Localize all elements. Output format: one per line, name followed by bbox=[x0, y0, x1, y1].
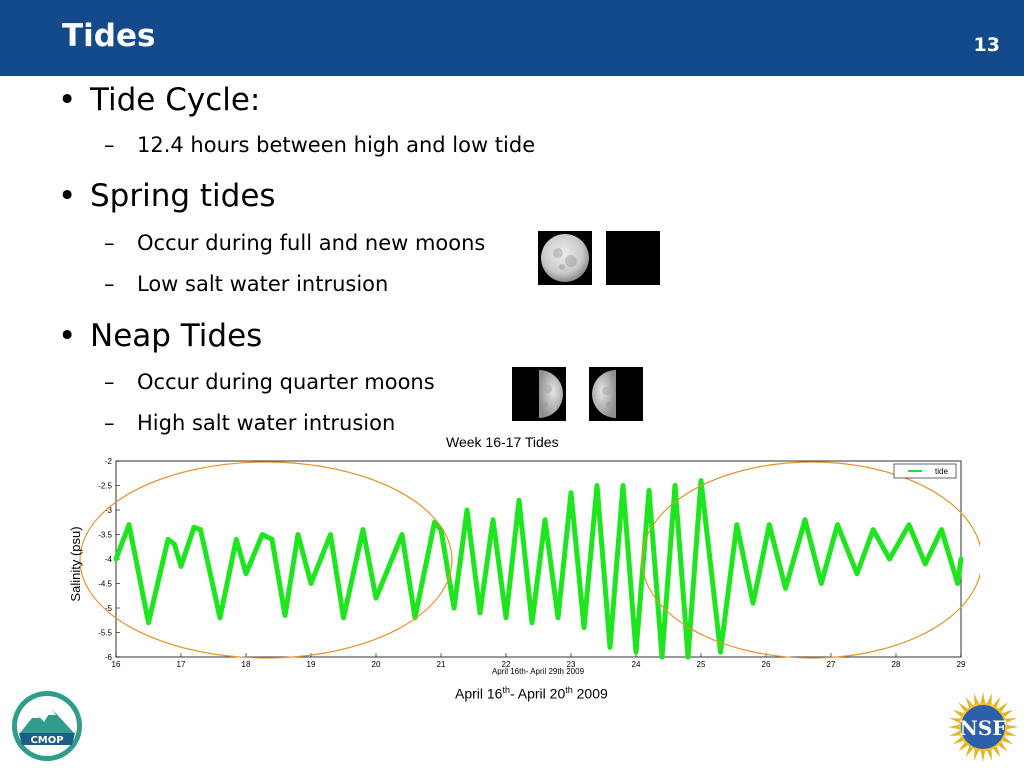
legend-label: tide bbox=[935, 467, 948, 476]
chart-legend: tide bbox=[893, 463, 957, 479]
x-tick-label: 18 bbox=[242, 660, 251, 669]
bullet-tide-cycle: • Tide Cycle: bbox=[58, 82, 261, 118]
y-tick-label: -4 bbox=[105, 555, 113, 564]
x-tick-label: 28 bbox=[892, 660, 901, 669]
chart-xlabel: April 16th- April 29th 2009 bbox=[492, 667, 585, 676]
x-tick-label: 17 bbox=[177, 660, 186, 669]
y-tick-label: -6 bbox=[105, 653, 113, 662]
nsf-ray bbox=[973, 693, 980, 707]
full-moon-image bbox=[538, 231, 592, 285]
x-tick-label: 19 bbox=[307, 660, 316, 669]
sub-bullet: – High salt water intrusion bbox=[104, 411, 396, 435]
nsf-ray bbox=[949, 730, 963, 737]
nsf-ray bbox=[1004, 724, 1018, 730]
x-tick-label: 26 bbox=[762, 660, 771, 669]
svg-text:CMOP: CMOP bbox=[30, 735, 63, 746]
nsf-ray bbox=[948, 724, 962, 730]
tide-chart: -2 -2.5 -3 -3.5 -4 -4.5 -5 -5.5 -6 16 17 18 19 20 21 2… bbox=[60, 452, 983, 682]
nsf-ray bbox=[980, 748, 986, 762]
y-tick-label: -3.5 bbox=[98, 531, 112, 540]
slide-number: 13 bbox=[973, 34, 1000, 56]
chart-ylabel: Salinity (psu) bbox=[68, 526, 83, 601]
x-tick-label: 16 bbox=[112, 660, 121, 669]
x-tick-label: 27 bbox=[827, 660, 836, 669]
slide-title: Tides bbox=[62, 18, 156, 54]
x-tick-label: 25 bbox=[697, 660, 706, 669]
x-tick-label: 29 bbox=[957, 660, 966, 669]
y-tick-label: -2.5 bbox=[98, 482, 112, 491]
x-tick-label: 20 bbox=[372, 660, 381, 669]
y-tick-label: -3 bbox=[105, 506, 113, 515]
chart-title: Week 16-17 Tides bbox=[446, 434, 559, 450]
nsf-ray bbox=[1003, 717, 1017, 724]
y-tick-label: -4.5 bbox=[98, 580, 112, 589]
sub-bullet: – Occur during quarter moons bbox=[104, 370, 435, 394]
nsf-ray bbox=[949, 717, 963, 724]
slide-header: Tides 13 bbox=[0, 0, 1024, 76]
last-quarter-moon-image bbox=[589, 367, 643, 421]
highlight-ellipse-left bbox=[79, 461, 453, 659]
tide-series-line bbox=[113, 478, 964, 660]
y-tick-label: -5 bbox=[105, 604, 113, 613]
x-tick-label: 21 bbox=[437, 660, 446, 669]
y-tick-label: -5.5 bbox=[98, 629, 112, 638]
nsf-ray bbox=[973, 747, 980, 761]
nsf-ray bbox=[980, 692, 986, 706]
sub-bullet: – Low salt water intrusion bbox=[104, 272, 389, 296]
sub-bullet: –12.4 hours between high and low tide bbox=[104, 133, 536, 157]
x-tick-label: 22 bbox=[502, 660, 511, 669]
bullet-neap-tides: • Neap Tides bbox=[58, 318, 263, 354]
new-moon-image bbox=[606, 231, 660, 285]
bullet-spring-tides: • Spring tides bbox=[58, 178, 276, 214]
svg-text:NSF: NSF bbox=[960, 716, 1007, 740]
nsf-ray bbox=[986, 693, 993, 707]
sub-bullet: – Occur during full and new moons bbox=[104, 231, 486, 255]
date-caption: April 16th- April 20th 2009 bbox=[455, 685, 608, 702]
cmop-logo: CMOP bbox=[10, 689, 84, 763]
nsf-ray bbox=[986, 747, 993, 761]
x-tick-label: 24 bbox=[632, 660, 641, 669]
first-quarter-moon-image bbox=[512, 367, 566, 421]
y-tick-label: -2 bbox=[105, 457, 113, 466]
nsf-logo: NSF bbox=[946, 690, 1020, 764]
nsf-ray bbox=[1003, 730, 1017, 737]
x-tick-label: 23 bbox=[567, 660, 576, 669]
